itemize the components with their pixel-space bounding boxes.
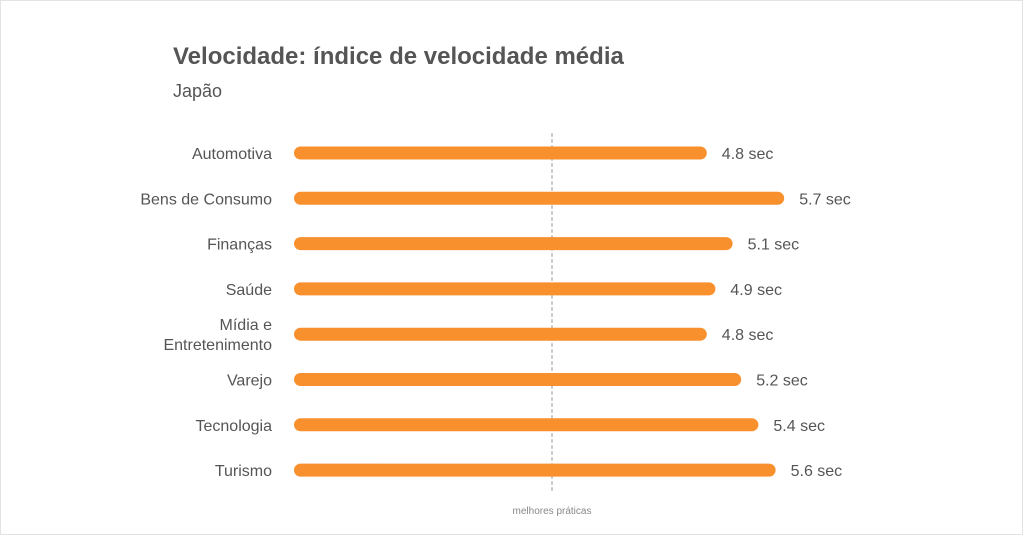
bar [294, 146, 707, 160]
reference-line-label: melhores práticas [513, 506, 592, 517]
bar [294, 237, 733, 251]
bar [294, 327, 707, 341]
value-label: 5.7 sec [799, 191, 851, 208]
bar [294, 418, 759, 432]
chart-title: Velocidade: índice de velocidade média [173, 43, 624, 70]
value-label: 4.8 sec [722, 146, 774, 163]
bar [294, 463, 776, 477]
value-label: 4.8 sec [722, 327, 774, 344]
bar [294, 191, 785, 205]
bar [294, 373, 742, 386]
category-label: Automotiva [192, 146, 272, 163]
category-label: Bens de Consumo [140, 191, 272, 208]
reference-line-group: melhores práticas [513, 133, 592, 517]
value-label: 5.1 sec [748, 237, 800, 254]
value-label: 5.6 sec [791, 463, 843, 480]
value-label: 4.9 sec [730, 282, 782, 299]
value-labels-group: 4.8 sec 5.7 sec 5.1 sec 4.9 sec 4.8 sec 5.2 s… [722, 146, 851, 480]
category-label: Varejo [227, 373, 272, 390]
category-label: Mídia e [220, 317, 273, 334]
bars-group [294, 146, 785, 477]
value-label: 5.4 sec [773, 418, 825, 435]
category-label: Entretenimento [163, 337, 272, 354]
chart-subtitle: Japão [173, 81, 223, 101]
category-label: Saúde [226, 282, 272, 299]
category-label: Tecnologia [196, 418, 273, 435]
category-label: Finanças [207, 237, 272, 254]
value-label: 5.2 sec [756, 373, 808, 390]
category-label: Turismo [215, 463, 272, 480]
bar [294, 282, 716, 296]
category-labels-group: Automotiva Bens de Consumo Finanças Saúde Mí… [140, 146, 272, 480]
